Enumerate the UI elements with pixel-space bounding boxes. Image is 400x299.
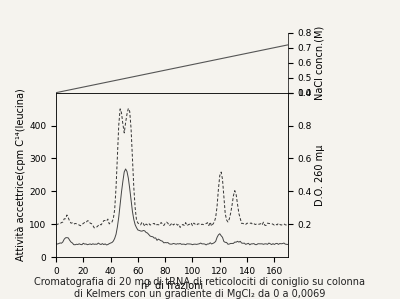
Y-axis label: Attività accettrice(cpm C¹⁴(leucina): Attività accettrice(cpm C¹⁴(leucina)	[16, 89, 26, 261]
X-axis label: n° di frazioni: n° di frazioni	[141, 281, 203, 292]
Text: Cromatografia di 20 mg di tRNA di reticolociti di coniglio su colonna
di Kelmers: Cromatografia di 20 mg di tRNA di retico…	[34, 277, 366, 299]
Y-axis label: NaCl concn.(M): NaCl concn.(M)	[315, 26, 325, 100]
Y-axis label: D.O. 260 mμ: D.O. 260 mμ	[315, 144, 325, 206]
